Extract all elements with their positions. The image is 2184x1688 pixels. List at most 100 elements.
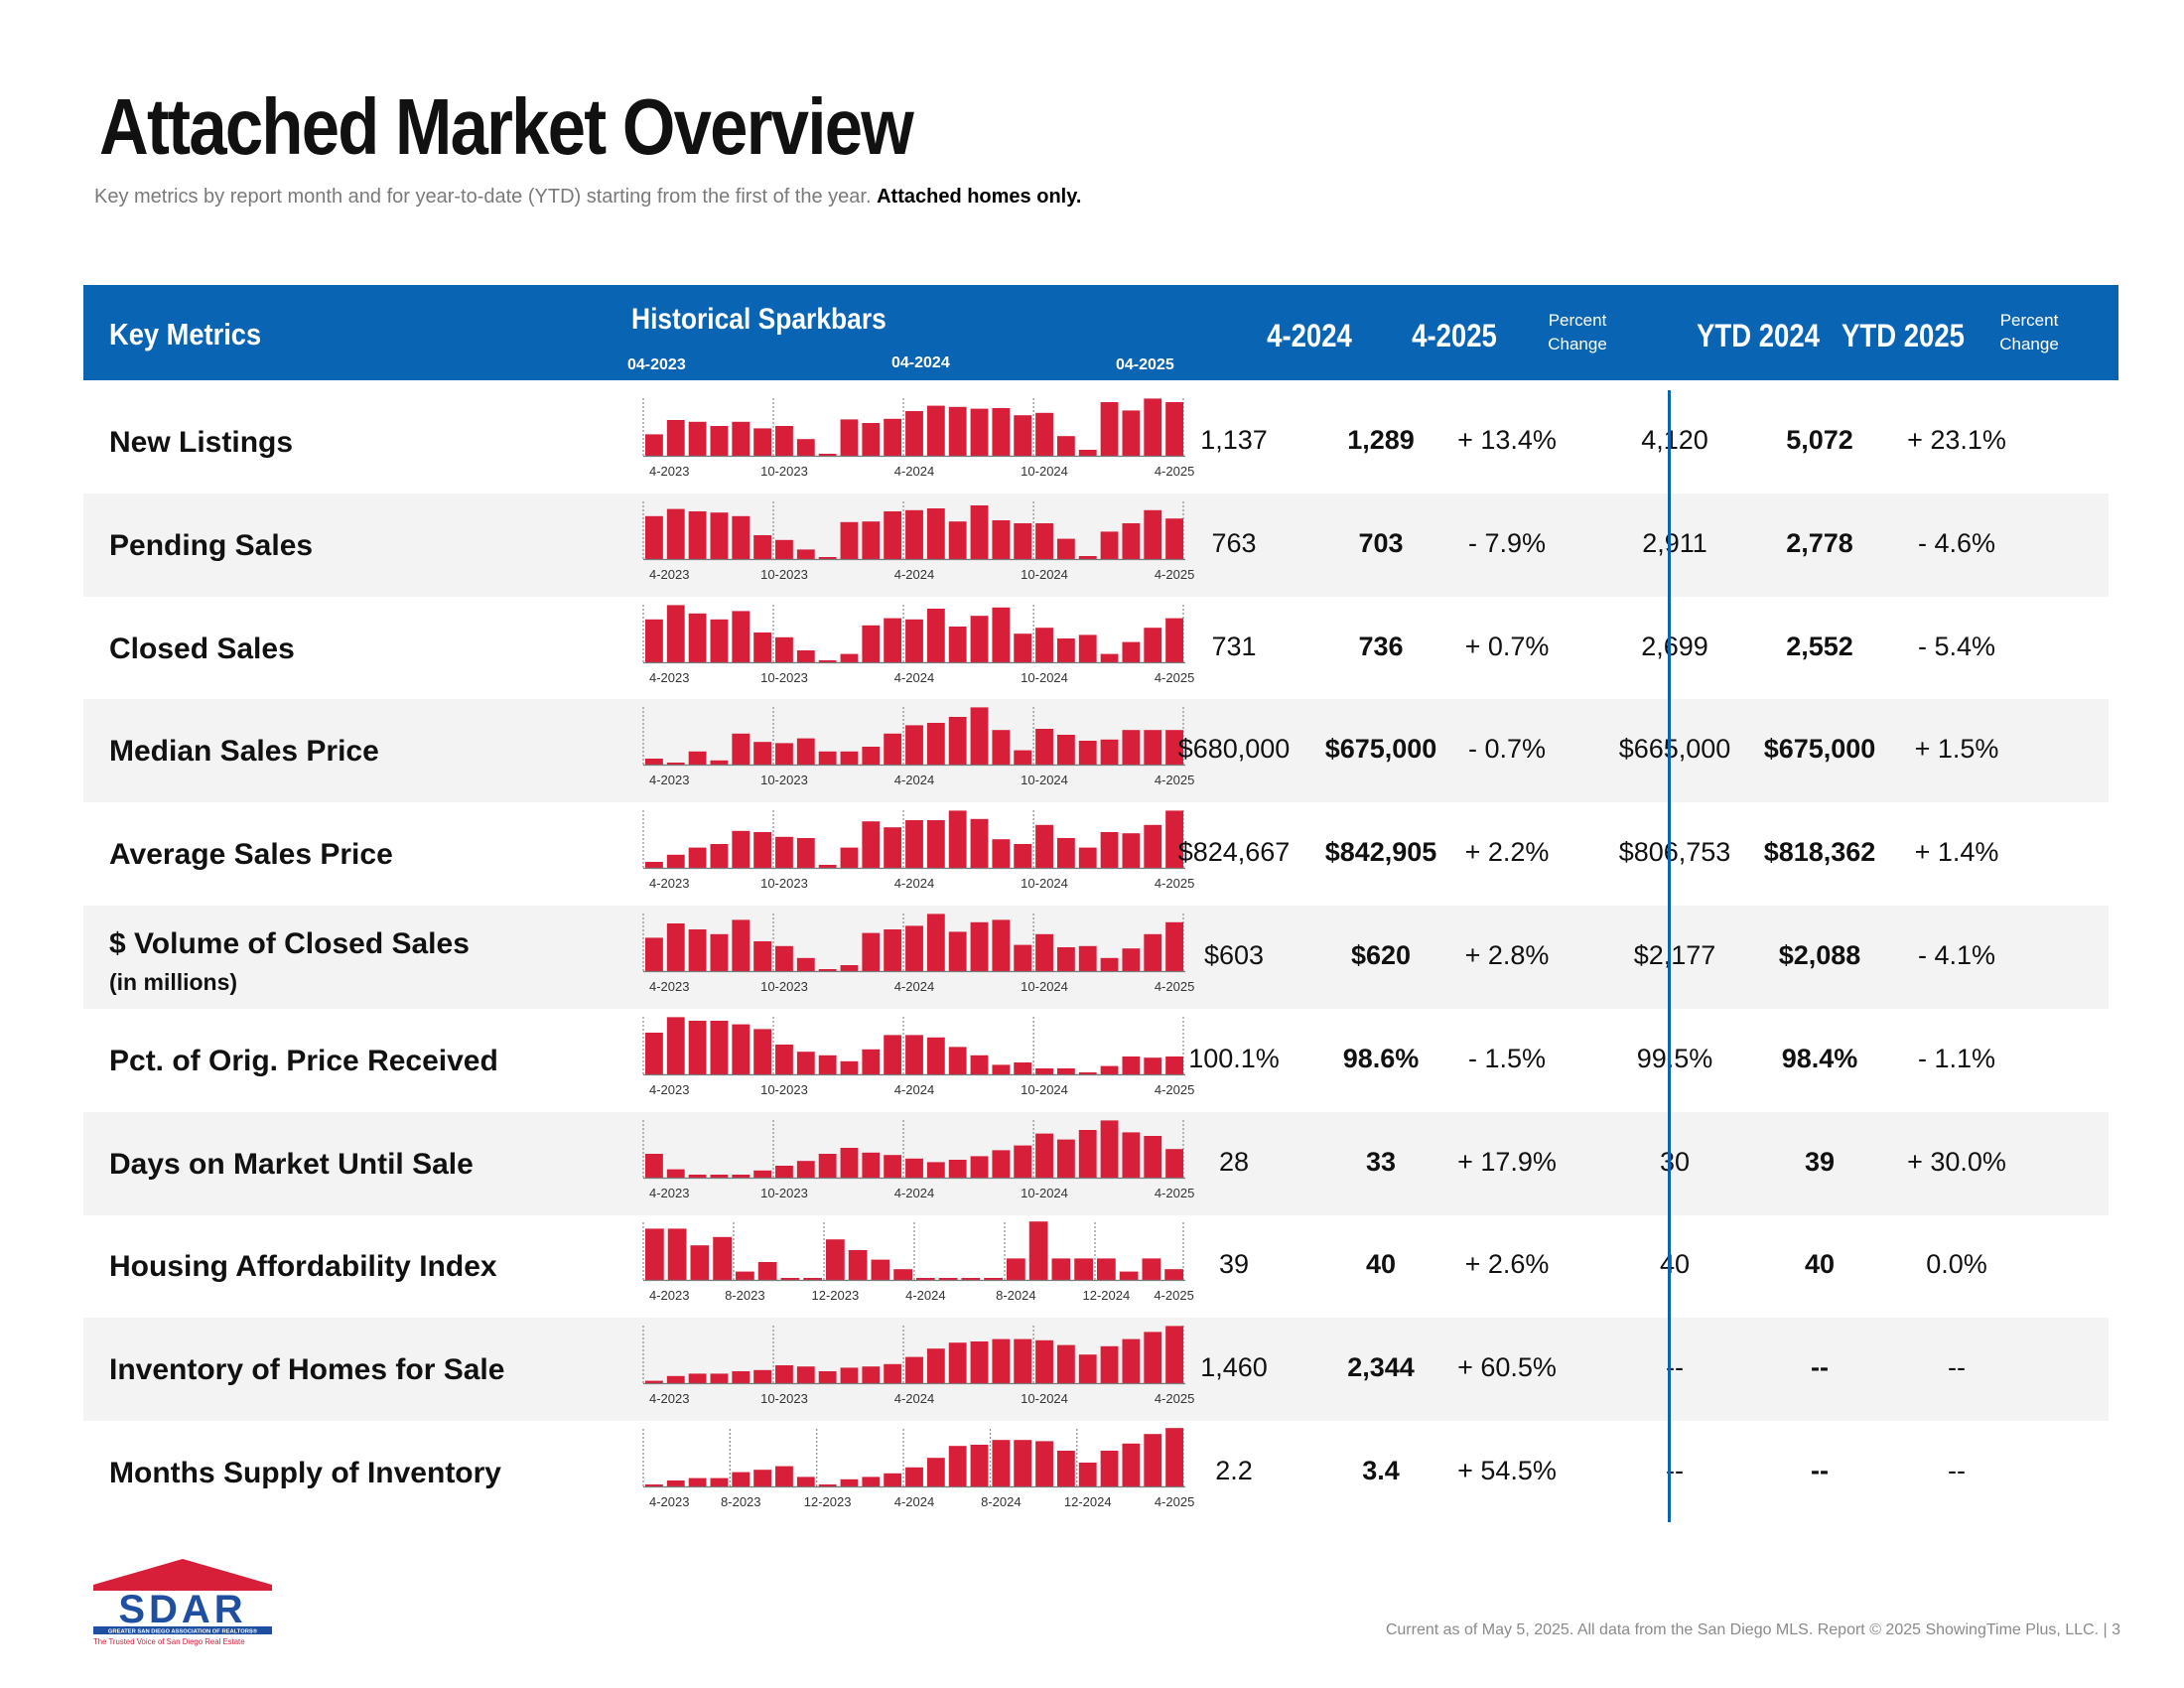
ytd-2024: 30 (1659, 1146, 1691, 1177)
metric-label: Pending Sales (109, 529, 313, 563)
sparkbar-axis-label: 4-2023 (649, 773, 689, 787)
sparkbar-axis-label: 10-2024 (1021, 1082, 1068, 1097)
table-row: Months Supply of Inventory 4-2023 8-2023 12… (83, 1421, 2109, 1524)
sparkbar (666, 854, 685, 869)
sparkbar (1100, 1119, 1119, 1178)
sparkbar (1035, 1133, 1053, 1178)
value-2025: 736 (1358, 631, 1404, 661)
sparkbar (1100, 832, 1119, 869)
header-col-ytd-2024: YTD 2024 (1697, 318, 1820, 353)
sparkbar (666, 1169, 685, 1178)
sparkbar (732, 515, 751, 559)
sparkbar (645, 1153, 663, 1178)
value-2025: 703 (1358, 527, 1404, 558)
ytd-2024: $806,753 (1618, 837, 1731, 868)
sparkbar (710, 1477, 729, 1486)
sparkbar-chart: 4-2023 10-2023 4-2024 10-2024 4-2025 (642, 914, 1194, 994)
ytd-2024: $2,177 (1633, 940, 1716, 970)
value-2024: 731 (1211, 631, 1257, 661)
sparkbar-axis-label: 4-2025 (1155, 1082, 1194, 1097)
sparkbar (926, 1161, 945, 1178)
subtitle-text: Key metrics by report month and for year… (94, 186, 872, 208)
sparkbar (1074, 1258, 1093, 1281)
sparkbar (884, 618, 902, 662)
sparkbar (1078, 1463, 1097, 1486)
metric-label: Closed Sales (109, 633, 295, 666)
sparkbar (775, 743, 793, 766)
value-2024: 763 (1211, 527, 1257, 558)
sparkbar (948, 1342, 967, 1384)
sparkbar (1056, 838, 1075, 869)
sparkbar (753, 742, 772, 766)
sparkbar (710, 1020, 729, 1074)
header-col-ytd-2025: YTD 2025 (1842, 318, 1965, 353)
sparkbar (1165, 402, 1183, 456)
ytd-divider (1668, 390, 1671, 1522)
sparkbar (753, 428, 772, 456)
sparkbar (645, 862, 663, 869)
sparkbar-axis-label: 4-2024 (894, 1494, 934, 1509)
table-row: $ Volume of Closed Sales (in millions) 4-2… (83, 906, 2109, 1009)
sparkbar (1078, 741, 1097, 766)
sparkbar (688, 847, 707, 869)
sparkbar (732, 734, 751, 766)
sparkbar (753, 1369, 772, 1384)
sparkbar-axis-label: 4-2023 (649, 1288, 689, 1303)
metric-name: Pct. of Orig. Price Received (109, 1044, 498, 1077)
header-pct-change: Percent Change (1523, 309, 1632, 356)
metric-label: Pct. of Orig. Price Received (109, 1045, 498, 1078)
sparkbar (1007, 1258, 1025, 1281)
sparkbar (884, 418, 902, 456)
sparkbar (1144, 730, 1162, 766)
sparkbar-chart: 4-2023 8-2023 12-2023 4-2024 8-2024 12-2024 4-… (642, 1221, 1194, 1303)
sparkbar (710, 933, 729, 971)
sparkbar (916, 1278, 935, 1281)
sparkbar-axis-label: 4-2024 (894, 979, 934, 994)
sparkbar (757, 1262, 777, 1281)
ytd-2024: 4,120 (1641, 425, 1708, 455)
sparkbar (1014, 415, 1032, 456)
sparkbar (905, 925, 923, 971)
sparkbar-chart: 4-2023 10-2023 4-2024 10-2024 4-2025 (642, 604, 1194, 685)
sparkbar (970, 504, 989, 559)
sparkbar (1014, 1145, 1032, 1178)
sparkbar (862, 625, 881, 662)
sparkbar (666, 1480, 685, 1486)
sparkbar (688, 1020, 707, 1074)
sparkbar (862, 1477, 881, 1486)
sparkbar-axis-label: 10-2023 (760, 567, 808, 582)
sparkbar (992, 839, 1011, 869)
sparkbar (948, 717, 967, 766)
sparkbar (884, 510, 902, 559)
ytd-2025: $675,000 (1763, 734, 1876, 765)
ytd-percent-change: - 4.6% (1917, 527, 1996, 558)
sparkbar (1014, 1440, 1032, 1486)
sparkbar (688, 421, 707, 456)
metric-name: Closed Sales (109, 632, 295, 665)
sparkbar (666, 508, 685, 559)
sparkbar (1035, 1067, 1053, 1074)
value-2024: 1,137 (1200, 425, 1268, 455)
sparkbar (1056, 1344, 1075, 1384)
sdar-logo: SDAR GREATER SAN DIEGO ASSOCIATION OF RE… (93, 1559, 272, 1646)
sparkbar (1144, 627, 1162, 662)
logo-roof-icon (93, 1559, 272, 1585)
sparkbar (905, 1035, 923, 1074)
sparkbar (1056, 735, 1075, 766)
header-ytd-pct-line1: Percent (1999, 311, 2059, 330)
sparkbar (970, 707, 989, 766)
sparkbar (1056, 637, 1075, 662)
sparkbar (818, 752, 837, 766)
sparkbar (1078, 450, 1097, 456)
sparkbar (992, 1149, 1011, 1178)
ytd-2024: 2,911 (1642, 527, 1707, 558)
metric-label: New Listings (109, 426, 293, 460)
value-2025: 33 (1365, 1146, 1397, 1177)
ytd-percent-change: -- (1948, 1456, 1966, 1485)
ytd-2025: -- (1811, 1352, 1829, 1383)
sparkbar (1035, 522, 1053, 559)
sparkbar-axis-label: 4-2024 (894, 670, 934, 685)
sparkbar (666, 604, 685, 662)
sparkbar (666, 1375, 685, 1384)
sparkbar (775, 836, 793, 869)
